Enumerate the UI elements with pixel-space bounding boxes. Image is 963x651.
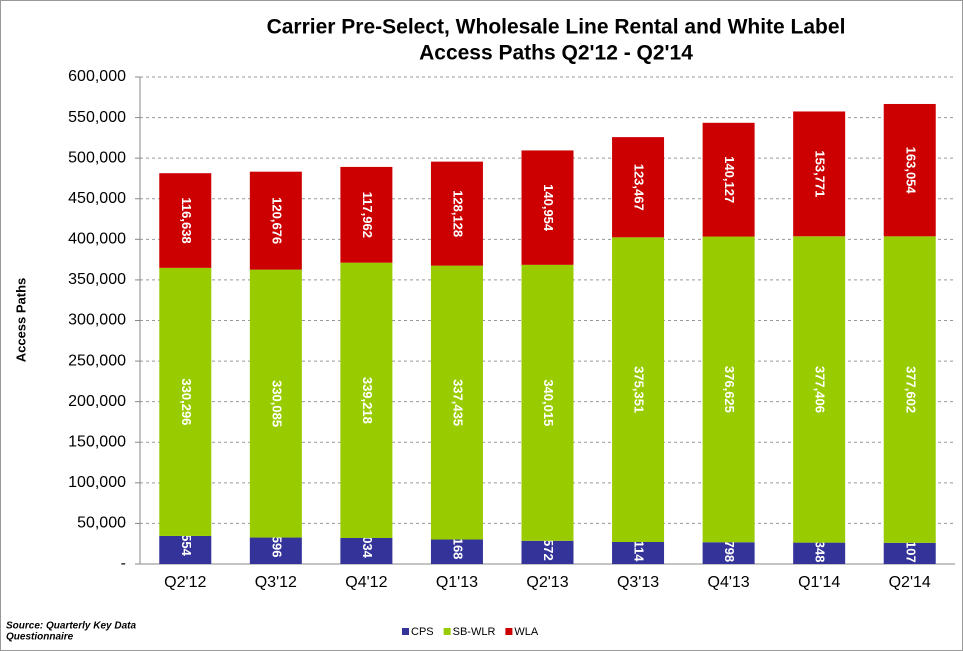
data-label: 376,625 — [722, 366, 737, 413]
bar-segment — [883, 236, 936, 543]
data-label: 128,128 — [451, 190, 466, 237]
bar-segment — [430, 161, 483, 266]
legend-swatch — [402, 628, 409, 635]
data-label: 120,676 — [269, 197, 284, 244]
bar-segment — [612, 237, 665, 542]
y-tick-label: 550,000 — [68, 109, 126, 126]
x-tick-label: Q2'14 — [889, 574, 931, 591]
source: Source: Quarterly Key Data — [6, 621, 136, 632]
bar-segment — [249, 537, 302, 564]
legend-label: WLA — [514, 626, 539, 638]
bar-segment — [883, 542, 936, 564]
y-tick-label: 350,000 — [68, 271, 126, 288]
bar-segment — [249, 269, 302, 538]
bar-segment — [430, 539, 483, 564]
bar-segment — [521, 264, 574, 541]
y-axis-label: Access Paths — [13, 278, 28, 363]
data-label: 337,435 — [451, 379, 466, 426]
bar-segment — [883, 103, 936, 237]
y-tick-label: 300,000 — [68, 312, 126, 329]
chart-title: Carrier Pre-Select, Wholesale Line Renta… — [267, 16, 846, 39]
bar-segment — [340, 166, 393, 263]
data-label: 140,954 — [541, 184, 556, 232]
bar-segment — [159, 173, 212, 268]
y-tick-label: - — [121, 555, 126, 572]
bar-segment — [702, 122, 755, 237]
bar-segment — [430, 265, 483, 540]
data-label: 375,351 — [632, 366, 647, 413]
x-tick-label: Q4'12 — [345, 574, 387, 591]
chart-title: Access Paths Q2'12 - Q2'14 — [419, 42, 693, 65]
y-tick-label: 400,000 — [68, 231, 126, 248]
y-tick-label: 600,000 — [68, 68, 126, 85]
bar-segment — [702, 542, 755, 564]
x-tick-label: Q2'12 — [164, 574, 206, 591]
bar-segment — [793, 111, 846, 237]
legend-label: SB-WLR — [453, 626, 496, 638]
x-tick-label: Q1'14 — [798, 574, 840, 591]
x-tick-label: Q3'13 — [617, 574, 659, 591]
bar-segment — [612, 541, 665, 564]
data-label: 140,127 — [722, 156, 737, 203]
source: Questionnaire — [6, 632, 74, 643]
data-label: 377,602 — [903, 366, 918, 413]
y-tick-label: 150,000 — [68, 433, 126, 450]
legend-swatch — [505, 628, 513, 635]
y-tick-label: 500,000 — [68, 149, 126, 166]
data-label: 330,296 — [179, 378, 194, 425]
y-tick-label: 100,000 — [68, 474, 126, 491]
bar-segment — [249, 171, 302, 270]
bar-segment — [793, 542, 846, 564]
y-tick-label: 50,000 — [77, 515, 126, 532]
x-tick-label: Q1'13 — [436, 574, 478, 591]
bar-segment — [702, 236, 755, 543]
bar-segment — [159, 535, 212, 564]
data-label: 330,085 — [269, 380, 284, 427]
data-label: 153,771 — [813, 150, 828, 197]
x-tick-label: Q3'12 — [255, 574, 297, 591]
data-label: 340,015 — [541, 379, 556, 426]
bar-segment — [521, 150, 574, 265]
x-tick-label: Q2'13 — [526, 574, 568, 591]
data-label: 377,406 — [813, 366, 828, 413]
y-tick-label: 200,000 — [68, 393, 126, 410]
bar-segment — [793, 236, 846, 543]
y-tick-label: 450,000 — [68, 190, 126, 207]
data-label: 116,638 — [179, 197, 194, 243]
y-tick-label: 250,000 — [68, 352, 126, 369]
legend-swatch — [443, 628, 451, 635]
bar-segment — [521, 540, 574, 564]
data-label: 163,054 — [903, 147, 918, 195]
data-label: 339,218 — [360, 377, 375, 424]
bar-segment — [340, 262, 393, 538]
data-label: 117,962 — [360, 192, 375, 238]
data-label: 123,467 — [632, 164, 647, 211]
bar-segment — [340, 537, 393, 564]
bar-segment — [159, 267, 212, 536]
x-tick-label: Q4'13 — [708, 574, 750, 591]
bar-segment — [612, 137, 665, 238]
legend-label: CPS — [411, 626, 434, 638]
